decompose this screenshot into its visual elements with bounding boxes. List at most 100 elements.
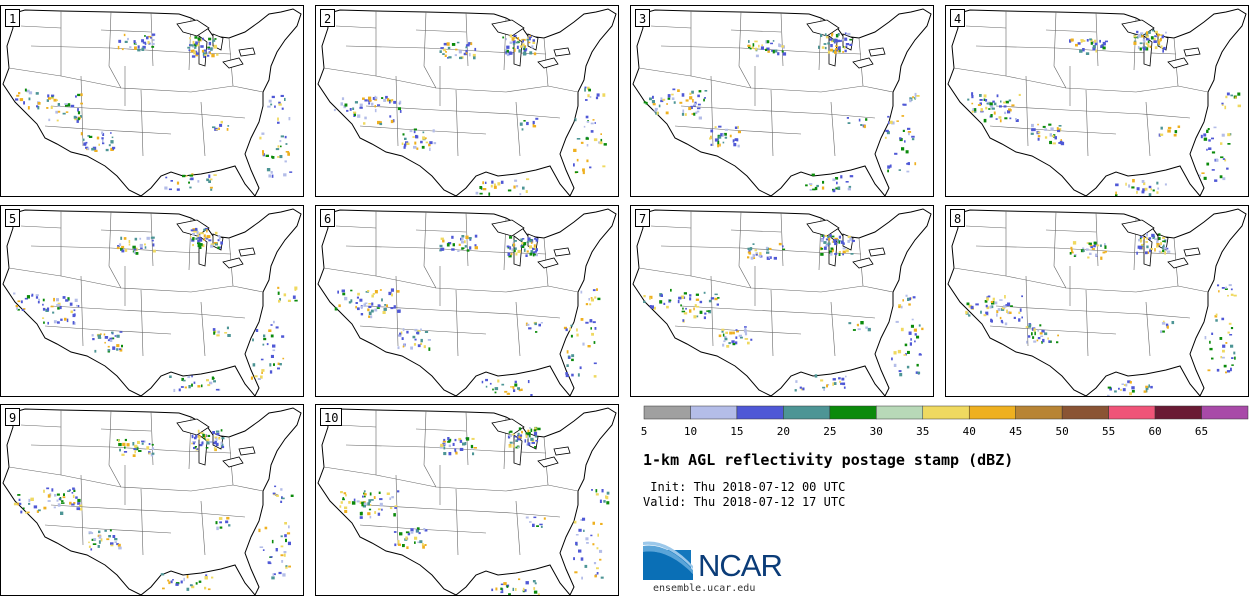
echo-pixel <box>897 349 902 354</box>
echo-pixel <box>975 303 979 306</box>
echo-pixel <box>830 252 833 256</box>
echo-pixel <box>747 256 750 259</box>
echo-pixel <box>905 150 909 154</box>
echo-pixel <box>282 573 286 577</box>
echo-pixel <box>212 431 215 434</box>
member-label: 3 <box>635 9 651 27</box>
echo-pixel <box>412 136 415 138</box>
echo-pixel <box>1230 94 1233 97</box>
echo-pixel <box>527 435 530 439</box>
echo-pixel <box>285 538 287 543</box>
echo-pixel <box>210 188 213 191</box>
echo-pixel <box>747 44 751 47</box>
coastline <box>317 407 617 595</box>
echo-pixel <box>540 322 543 324</box>
echo-pixel <box>710 135 712 140</box>
echo-pixel <box>197 180 200 183</box>
great-lake <box>1121 219 1155 237</box>
echo-pixel <box>508 254 512 258</box>
echo-pixel <box>1007 311 1011 315</box>
echo-pixel <box>602 165 606 168</box>
echo-pixel <box>121 453 125 456</box>
echo-pixel <box>540 525 543 528</box>
echo-pixel <box>123 237 127 240</box>
echo-pixel <box>416 527 420 530</box>
echo-pixel <box>13 502 18 506</box>
echo-pixel <box>197 37 201 41</box>
echo-pixel <box>1146 233 1148 237</box>
echo-pixel <box>368 99 372 102</box>
echo-pixel <box>473 447 477 449</box>
echo-pixel <box>901 115 905 117</box>
echo-pixel <box>1156 243 1160 246</box>
echo-pixel <box>681 93 685 97</box>
echo-pixel <box>48 118 51 122</box>
echo-pixel <box>565 375 569 378</box>
echo-pixel <box>983 94 987 98</box>
echo-pixel <box>440 443 444 447</box>
echo-pixel <box>673 101 676 104</box>
echo-pixel <box>399 100 402 104</box>
echo-pixel <box>110 132 112 134</box>
colorbar-tick: 30 <box>869 425 883 438</box>
echo-pixel <box>455 451 458 455</box>
echo-pixel <box>152 243 155 247</box>
echo-pixel <box>576 158 579 162</box>
echo-pixel <box>504 390 508 393</box>
echo-pixel <box>909 297 911 301</box>
echo-pixel <box>759 252 762 256</box>
echo-pixel <box>1001 307 1006 310</box>
echo-pixel <box>262 150 264 154</box>
echo-pixel <box>109 529 112 532</box>
echo-pixel <box>222 445 225 449</box>
echo-pixel <box>865 326 868 329</box>
member-panel: 2 <box>315 5 619 197</box>
echo-pixel <box>218 246 221 249</box>
echo-pixel <box>1211 169 1215 171</box>
echo-pixel <box>523 248 526 252</box>
echo-pixel <box>1049 140 1052 145</box>
echo-pixel <box>693 315 697 319</box>
echo-pixel <box>911 138 915 141</box>
echo-pixel <box>1037 131 1041 134</box>
echo-pixel <box>1161 322 1166 325</box>
echo-pixel <box>208 239 212 242</box>
echo-pixel <box>586 144 589 147</box>
echo-pixel <box>340 491 343 494</box>
echo-pixel <box>286 532 291 535</box>
echo-pixel <box>121 344 123 348</box>
echo-pixel <box>47 321 49 325</box>
great-lake <box>238 446 256 456</box>
echo-pixel <box>446 243 450 247</box>
echo-pixel <box>996 313 998 317</box>
echo-pixel <box>65 103 68 107</box>
echo-pixel <box>111 331 114 334</box>
state-border <box>965 25 1117 135</box>
echo-pixel <box>403 143 407 147</box>
echo-pixel <box>364 493 367 496</box>
echo-pixel <box>1140 32 1144 35</box>
echo-pixel <box>397 543 401 546</box>
echo-pixel <box>907 127 911 130</box>
state-border <box>20 424 172 534</box>
echo-pixel <box>596 567 599 570</box>
echo-pixel <box>821 46 825 49</box>
echo-pixel <box>64 103 68 105</box>
state-border <box>345 444 561 518</box>
echo-pixel <box>852 329 856 331</box>
echo-pixel <box>685 99 689 102</box>
echo-pixel <box>997 308 1001 312</box>
echo-pixel <box>1039 324 1042 327</box>
echo-pixel <box>592 521 595 525</box>
echo-pixel <box>371 302 374 306</box>
echo-pixel <box>1211 137 1214 140</box>
echo-pixel <box>506 393 511 395</box>
echo-pixel <box>527 429 530 434</box>
echo-pixel <box>714 126 717 128</box>
echo-pixel <box>1145 47 1149 51</box>
echo-pixel <box>847 187 851 191</box>
echo-pixel <box>114 538 118 541</box>
echo-pixel <box>221 437 225 440</box>
echo-pixel <box>514 247 517 250</box>
echo-pixel <box>50 305 54 308</box>
